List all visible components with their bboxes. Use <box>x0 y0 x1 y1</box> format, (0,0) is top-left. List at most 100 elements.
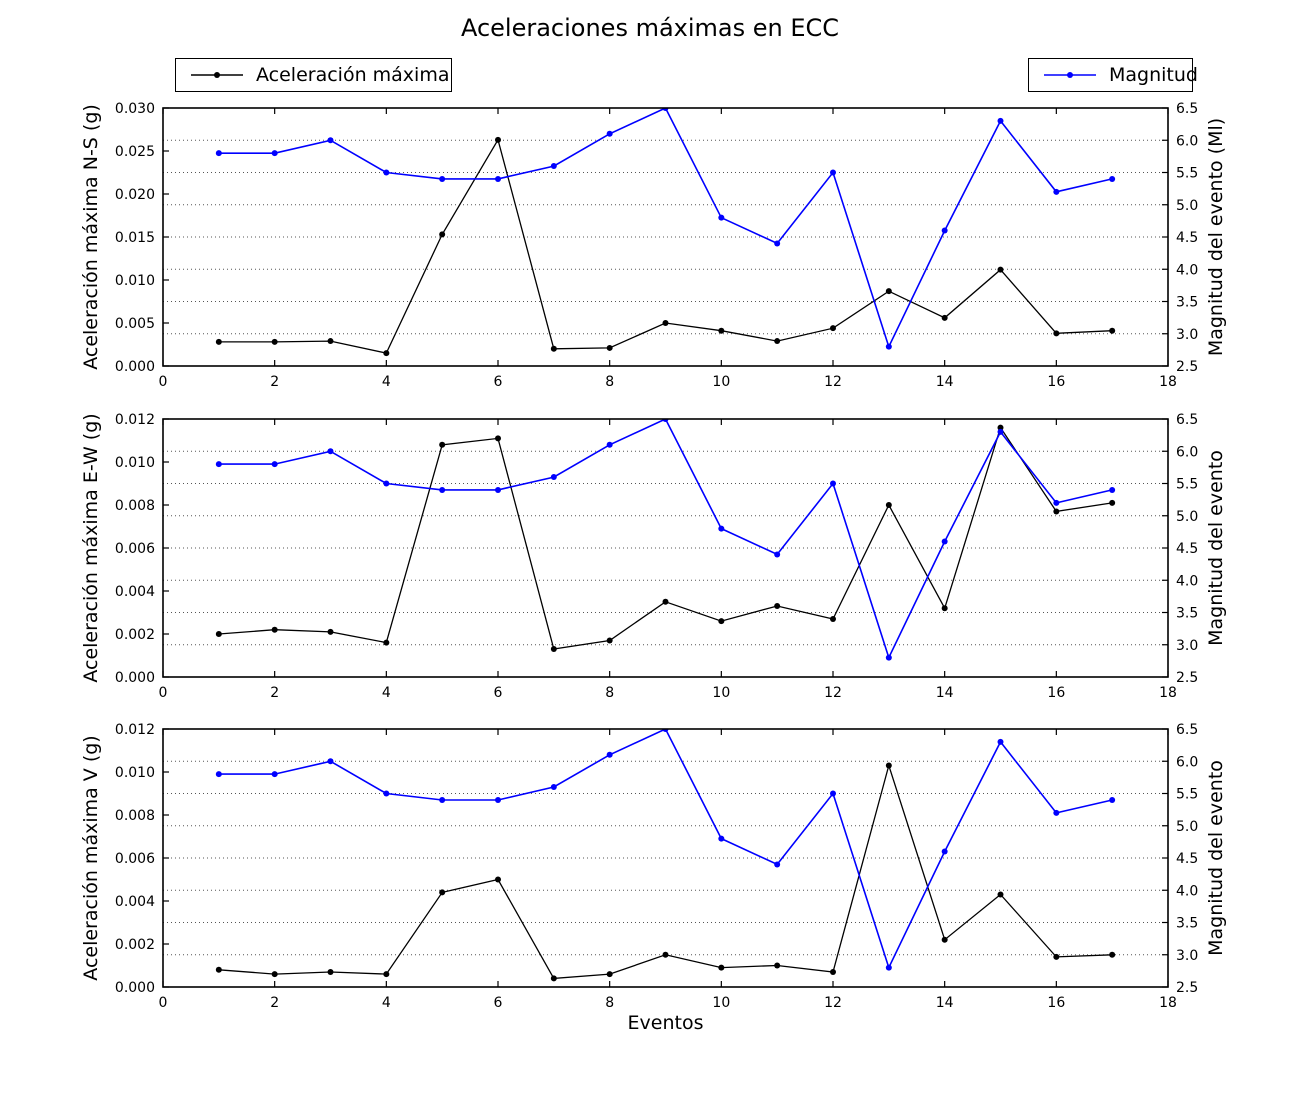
data-point <box>774 551 781 558</box>
data-point <box>383 639 390 646</box>
data-point <box>662 598 669 605</box>
x-tick-label: 8 <box>605 685 614 701</box>
y-tick-label-right: 5.5 <box>1176 166 1198 182</box>
data-point <box>383 971 390 978</box>
data-point <box>271 461 278 468</box>
data-point <box>885 502 892 508</box>
y-tick-label-left: 0.012 <box>115 722 155 738</box>
x-tick-label: 18 <box>1159 685 1177 701</box>
y-tick-label-right: 3.0 <box>1176 948 1198 964</box>
data-point <box>1109 796 1116 803</box>
y-tick-label-right: 2.5 <box>1176 980 1198 996</box>
x-tick-label: 16 <box>1047 685 1065 701</box>
legend-magnitude-label: Magnitud <box>1109 64 1198 86</box>
legend-acceleration-label: Aceleración máxima <box>256 64 450 86</box>
y-axis-label-left: Aceleración máxima E-W (g) <box>80 413 102 682</box>
y-tick-label-right: 3.5 <box>1176 606 1198 622</box>
y-tick-label-left: 0.006 <box>115 851 155 867</box>
y-tick-label-left: 0.000 <box>115 980 155 996</box>
data-point <box>271 971 278 978</box>
x-tick-label: 16 <box>1047 995 1065 1011</box>
y-tick-label-right: 4.5 <box>1176 851 1198 867</box>
y-tick-label-right: 5.0 <box>1176 819 1198 835</box>
y-tick-label-left: 0.000 <box>115 359 155 375</box>
data-point <box>774 962 781 969</box>
data-point <box>997 428 1004 435</box>
data-point <box>830 480 836 487</box>
data-point <box>495 876 501 883</box>
y-tick-label-right: 6.5 <box>1176 101 1198 117</box>
data-point <box>1053 508 1060 515</box>
data-point <box>830 169 836 176</box>
data-point <box>1109 486 1116 493</box>
x-tick-label: 6 <box>494 995 503 1011</box>
data-point <box>495 486 501 493</box>
data-point <box>941 227 948 234</box>
data-point <box>941 936 948 943</box>
data-point <box>774 861 781 868</box>
data-point <box>495 796 501 803</box>
y-tick-label-left: 0.006 <box>115 541 155 557</box>
x-axis-label: Eventos <box>628 1012 704 1034</box>
data-point <box>941 848 948 855</box>
y-tick-label-right: 6.0 <box>1176 133 1198 149</box>
data-point <box>885 288 892 295</box>
legend-acceleration: Aceleración máxima <box>175 58 452 92</box>
data-point <box>215 150 222 157</box>
data-point <box>215 338 222 345</box>
data-point <box>997 738 1004 745</box>
data-point <box>495 175 501 182</box>
data-point <box>1053 499 1060 506</box>
data-point <box>774 240 781 247</box>
data-point <box>271 771 278 778</box>
x-tick-label: 2 <box>270 685 279 701</box>
data-point <box>439 486 446 493</box>
x-tick-label: 10 <box>712 995 730 1011</box>
y-tick-label-left: 0.012 <box>115 412 155 428</box>
data-point <box>439 175 446 182</box>
y-tick-label-right: 3.0 <box>1176 327 1198 343</box>
data-point <box>606 441 613 448</box>
y-tick-label-left: 0.004 <box>115 584 155 600</box>
data-point <box>941 314 948 321</box>
data-point <box>271 338 278 345</box>
plot-area-V <box>163 729 1168 987</box>
y-tick-label-left: 0.005 <box>115 316 155 332</box>
x-tick-label: 14 <box>936 374 954 390</box>
data-point <box>439 889 446 896</box>
data-point <box>830 790 836 797</box>
x-tick-label: 0 <box>159 995 168 1011</box>
y-tick-label-left: 0.010 <box>115 765 155 781</box>
data-point <box>718 618 725 625</box>
data-point <box>1109 951 1116 958</box>
y-axis-label-right: Magnitud del evento <box>1205 760 1227 956</box>
data-point <box>1053 330 1060 337</box>
y-tick-label-left: 0.010 <box>115 455 155 471</box>
data-point <box>774 603 781 610</box>
y-tick-label-right: 2.5 <box>1176 670 1198 686</box>
data-point <box>383 480 390 487</box>
y-tick-label-right: 6.0 <box>1176 444 1198 460</box>
data-point <box>830 968 836 975</box>
x-tick-label: 18 <box>1159 374 1177 390</box>
data-point <box>830 615 836 622</box>
x-tick-label: 14 <box>936 685 954 701</box>
data-point <box>885 654 892 661</box>
y-tick-label-right: 4.0 <box>1176 573 1198 589</box>
x-tick-label: 18 <box>1159 995 1177 1011</box>
data-point <box>327 338 334 345</box>
y-tick-label-right: 4.0 <box>1176 883 1198 899</box>
y-tick-label-left: 0.000 <box>115 670 155 686</box>
x-tick-label: 12 <box>824 995 842 1011</box>
y-tick-label-left: 0.025 <box>115 144 155 160</box>
y-axis-label-right: Magnitud del evento <box>1205 450 1227 646</box>
x-tick-label: 4 <box>382 995 391 1011</box>
acceleration-legend-marker <box>191 72 243 78</box>
data-point <box>606 971 613 978</box>
data-point <box>830 325 836 332</box>
data-point <box>941 605 948 612</box>
data-point <box>941 538 948 545</box>
data-point <box>550 975 557 982</box>
data-point <box>327 448 334 455</box>
